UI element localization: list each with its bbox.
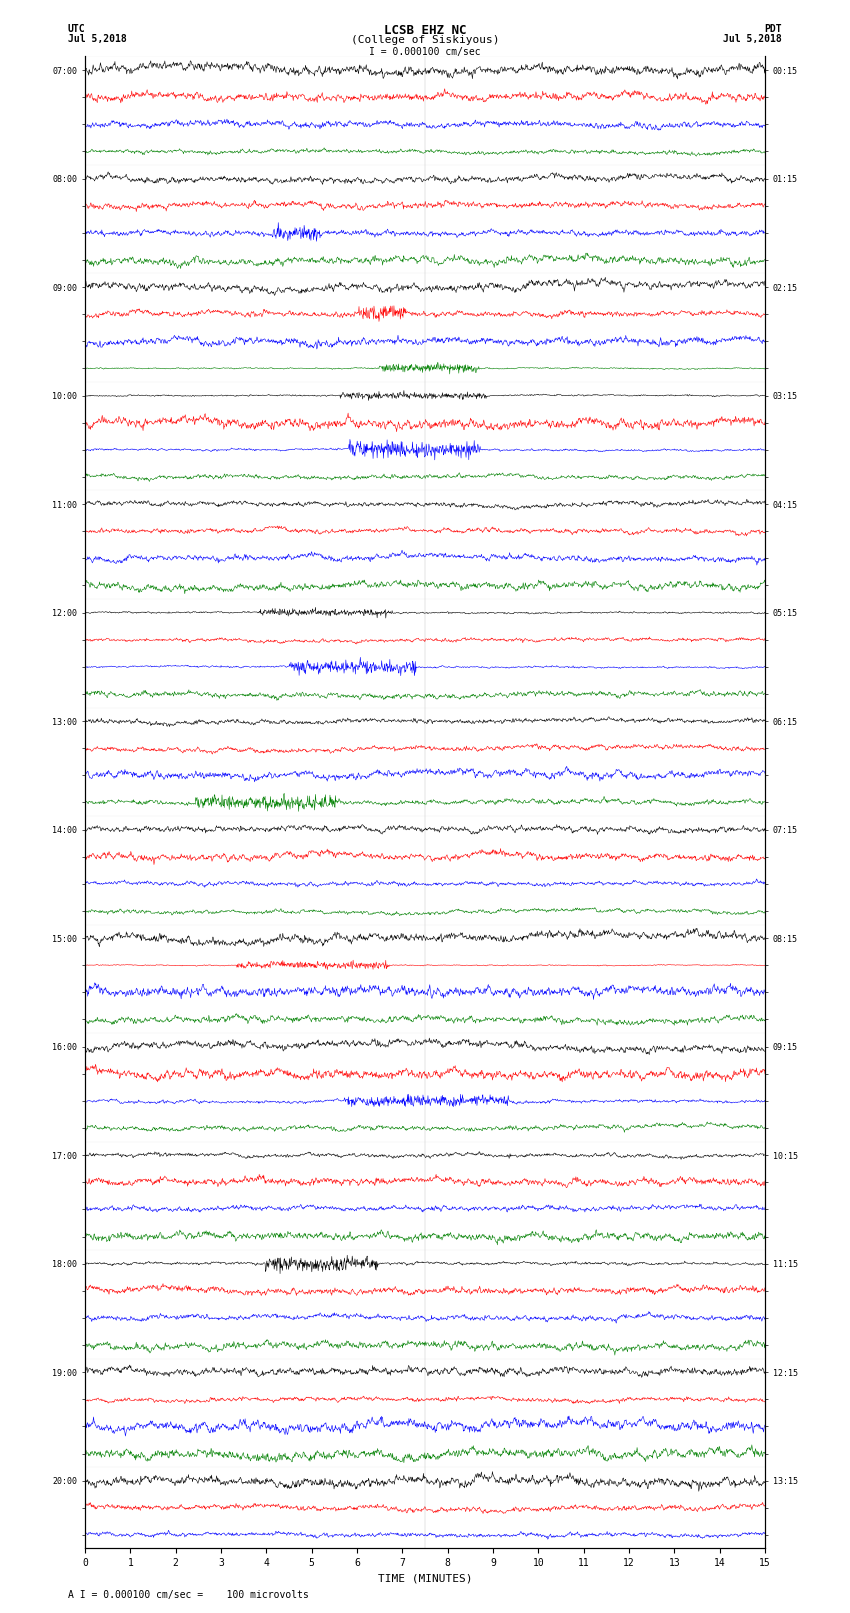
Text: UTC: UTC [68, 24, 86, 34]
Text: Jul 5,2018: Jul 5,2018 [68, 34, 127, 44]
Text: I = 0.000100 cm/sec: I = 0.000100 cm/sec [369, 47, 481, 56]
Text: A I = 0.000100 cm/sec =    100 microvolts: A I = 0.000100 cm/sec = 100 microvolts [68, 1590, 309, 1600]
Text: PDT: PDT [764, 24, 782, 34]
Text: LCSB EHZ NC: LCSB EHZ NC [383, 24, 467, 37]
Text: (College of Siskiyous): (College of Siskiyous) [351, 35, 499, 45]
X-axis label: TIME (MINUTES): TIME (MINUTES) [377, 1574, 473, 1584]
Text: Jul 5,2018: Jul 5,2018 [723, 34, 782, 44]
